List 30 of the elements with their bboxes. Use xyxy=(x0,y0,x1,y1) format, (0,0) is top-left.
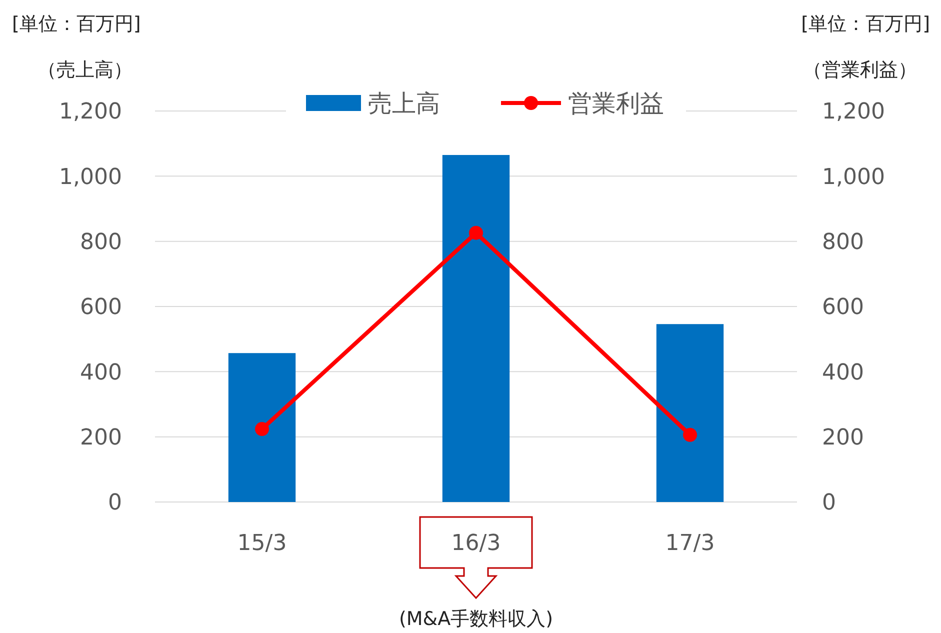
text: [単位：百万円] xyxy=(12,13,141,35)
y-axis-title: （売上高） xyxy=(38,59,132,81)
text: [単位：百万円] xyxy=(801,13,930,35)
y-tick-label: 0 xyxy=(108,490,122,516)
y2-tick-label: 400 xyxy=(822,360,864,386)
y2-tick-label: 1,000 xyxy=(822,164,885,190)
bar xyxy=(442,154,510,502)
y-tick-label: 800 xyxy=(80,230,122,256)
y2-tick-label: 600 xyxy=(822,295,864,320)
bar xyxy=(228,353,296,502)
y-tick-label: 400 xyxy=(80,360,122,386)
y2-tick-label: 200 xyxy=(822,426,864,451)
point xyxy=(683,428,697,442)
point xyxy=(469,226,483,240)
y2-tick-label: 1,200 xyxy=(822,100,885,125)
text: (M&A手数料収入) xyxy=(398,608,554,630)
y2-axis-title: （営業利益） xyxy=(803,59,917,81)
y-tick-label: 600 xyxy=(80,295,122,320)
y-tick-label: 1,200 xyxy=(59,100,122,125)
point xyxy=(255,422,269,436)
legend-label: 営業利益 xyxy=(568,89,664,118)
x-tick-label: 15/3 xyxy=(237,531,287,556)
x-tick-label: 16/3 xyxy=(451,531,501,556)
legend-label: 売上高 xyxy=(368,89,440,118)
y2-tick-label: 800 xyxy=(822,230,864,256)
y-tick-label: 200 xyxy=(80,426,122,451)
x-tick-label: 17/3 xyxy=(665,531,715,556)
y-tick-label: 1,000 xyxy=(59,164,122,190)
y2-tick-label: 0 xyxy=(822,490,836,516)
bar xyxy=(656,324,724,502)
